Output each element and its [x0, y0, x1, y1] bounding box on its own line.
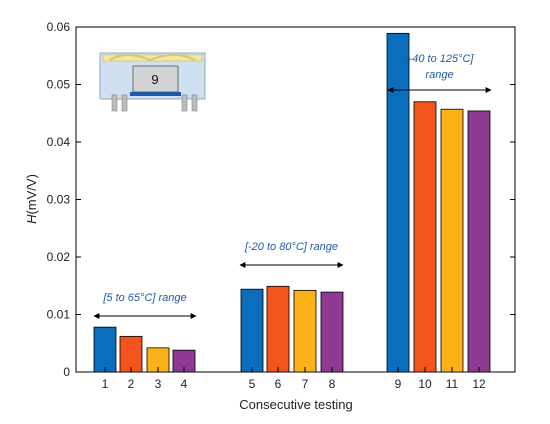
- bar-12: [467, 110, 491, 373]
- bar-8: [320, 291, 344, 373]
- bar-7: [293, 289, 317, 373]
- x-tick-label: 10: [418, 377, 432, 391]
- y-tick-label: 0.01: [47, 308, 71, 322]
- x-tick-label: 4: [181, 377, 188, 391]
- y-tick-label: 0.03: [47, 193, 71, 207]
- inset-label: 9: [151, 72, 158, 87]
- range-label-line1: [-40 to 125°C]: [405, 53, 475, 65]
- x-tick-label: 1: [102, 377, 109, 391]
- x-tick-label: 11: [446, 377, 459, 391]
- bar-2: [119, 335, 143, 373]
- bar-10: [413, 101, 437, 373]
- y-ticks: 0 0.01 0.02 0.03 0.04 0.05 0.06: [47, 20, 515, 379]
- y-tick-label: 0.02: [47, 250, 71, 264]
- x-tick-label: 6: [275, 377, 282, 391]
- y-tick-label: 0.06: [47, 20, 71, 34]
- x-tick-label: 12: [472, 377, 486, 391]
- x-tick-label: 5: [249, 377, 256, 391]
- y-tick-label: 0.04: [47, 135, 71, 149]
- x-axis-label: Consecutive testing: [239, 397, 352, 412]
- y-tick-label: 0.05: [47, 78, 71, 92]
- x-tick-label: 2: [128, 377, 135, 391]
- range-annotations: [5 to 65°C] range [-20 to 80°C] range [-40…: [93, 53, 492, 319]
- x-tick-label: 9: [395, 377, 402, 391]
- bar-11: [440, 108, 464, 373]
- range-label-line2: range: [425, 69, 453, 81]
- y-axis-label: H(mV/V): [24, 174, 39, 224]
- bar-6: [266, 285, 290, 373]
- range-label: [5 to 65°C] range: [102, 292, 186, 304]
- y-axis-label-unit: (mV/V): [24, 174, 39, 214]
- y-tick-label: 0: [63, 365, 70, 379]
- x-ticks: 1 2 3 4 5 6 7 8 9 10 11 12: [102, 367, 486, 391]
- bar-9: [386, 32, 410, 373]
- y-axis-label-symbol: H: [24, 214, 39, 224]
- x-tick-label: 3: [155, 377, 162, 391]
- range-label: [-20 to 80°C] range: [244, 241, 338, 253]
- bars: [93, 32, 491, 373]
- sensor-inset-illustration: 9: [99, 52, 206, 112]
- bar-1: [93, 326, 117, 373]
- bar-5: [240, 288, 264, 373]
- x-tick-label: 7: [302, 377, 309, 391]
- x-tick-label: 8: [329, 377, 336, 391]
